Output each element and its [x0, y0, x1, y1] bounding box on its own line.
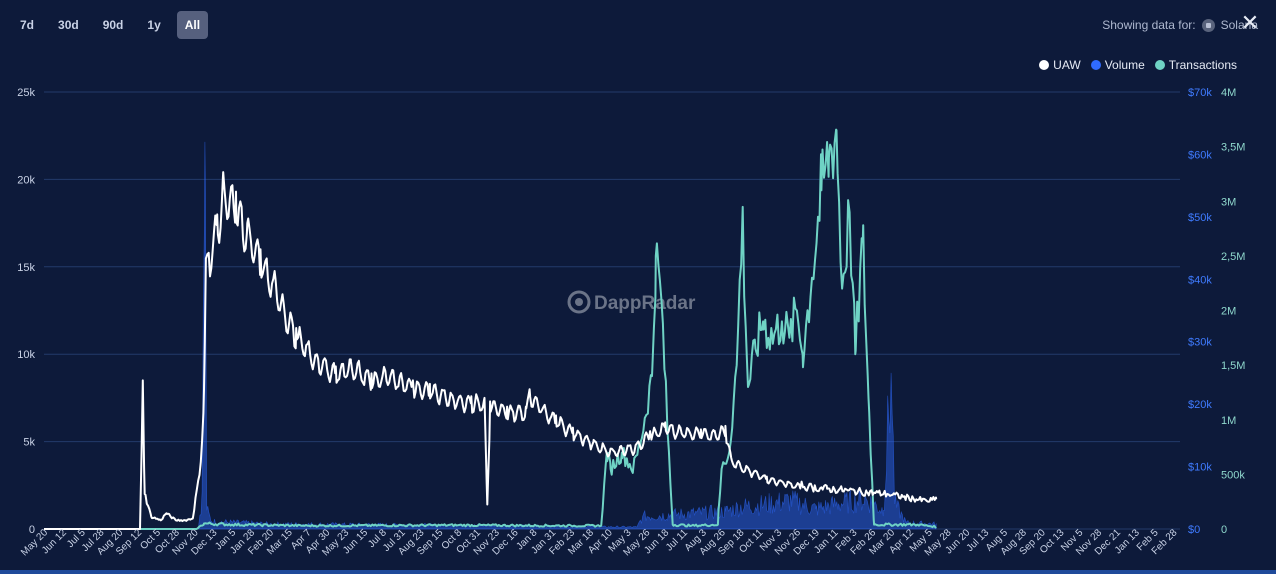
uaw-tick-label: 10k — [17, 349, 35, 361]
uaw-series — [44, 171, 938, 530]
transactions-tick-label: 3M — [1221, 196, 1236, 208]
showing-label: Showing data for: — [1102, 18, 1196, 32]
legend-dot-transactions — [1154, 60, 1165, 70]
bottom-scroll-strip — [0, 570, 1276, 574]
chain-name: Solana — [1220, 18, 1258, 32]
range-all-button[interactable]: All — [176, 11, 209, 39]
dappradar-logo-icon — [567, 290, 591, 314]
legend-dot-uaw — [1039, 60, 1050, 70]
uaw-tick-label: 0 — [29, 524, 35, 536]
legend-label-volume: Volume — [1104, 58, 1145, 72]
range-90d-button[interactable]: 90d — [102, 18, 124, 32]
legend-label-uaw: UAW — [1053, 58, 1081, 72]
volume-tick-label: $50k — [1188, 212, 1212, 224]
solana-chain-icon — [1201, 18, 1215, 32]
transactions-tick-label: 500k — [1221, 469, 1245, 481]
transactions-axis: 0 500k 1M 1,5M 2M 2,5M 3M 3,5M 4M — [1221, 87, 1245, 536]
dappradar-watermark: DappRadar — [567, 290, 696, 314]
volume-tick-label: $30k — [1188, 337, 1212, 349]
dappradar-logo-inner — [575, 298, 583, 306]
range-30d-button[interactable]: 30d — [58, 18, 79, 32]
close-icon[interactable]: ✕ — [1240, 10, 1260, 35]
volume-tick-label: $20k — [1188, 399, 1212, 411]
transactions-tick-label: 2M — [1221, 306, 1236, 318]
transactions-line — [44, 128, 937, 530]
legend-item-volume[interactable]: Volume — [1090, 58, 1145, 72]
transactions-tick-label: 1M — [1221, 415, 1236, 427]
legend-label-transactions: Transactions — [1168, 58, 1237, 72]
watermark-text: DappRadar — [594, 293, 696, 314]
transactions-tick-label: 4M — [1221, 87, 1236, 99]
uaw-tick-label: 15k — [17, 262, 35, 274]
volume-series — [44, 141, 937, 530]
transactions-tick-label: 3,5M — [1221, 142, 1245, 154]
legend-dot-volume — [1090, 60, 1101, 70]
transactions-tick-label: 1,5M — [1221, 360, 1245, 372]
transactions-tick-label: 0 — [1221, 524, 1227, 536]
legend-item-uaw[interactable]: UAW — [1039, 58, 1081, 72]
transactions-tick-label: 2,5M — [1221, 251, 1245, 263]
range-1y-button[interactable]: 1y — [147, 18, 161, 32]
volume-tick-label: $10k — [1188, 462, 1212, 474]
uaw-tick-label: 25k — [17, 87, 35, 99]
volume-tick-label: $40k — [1188, 274, 1212, 286]
volume-tick-label: $0 — [1188, 524, 1200, 536]
uaw-line — [44, 171, 938, 530]
transactions-series — [44, 128, 937, 530]
range-7d-button[interactable]: 7d — [20, 18, 35, 32]
uaw-tick-label: 20k — [17, 174, 35, 186]
volume-area — [44, 141, 937, 530]
uaw-axis: 0 5k 10k 15k 20k 25k — [17, 87, 35, 536]
chain-selector[interactable]: Showing data for: Solana — [1102, 18, 1258, 32]
uaw-tick-label: 5k — [23, 437, 35, 449]
volume-tick-label: $60k — [1188, 149, 1212, 161]
legend-item-transactions[interactable]: Transactions — [1154, 58, 1237, 72]
volume-axis: $0 $10k $20k $30k $40k $50k $60k $70k — [1188, 87, 1212, 536]
date-range-selector: 7d 30d 90d 1y All — [12, 11, 209, 39]
volume-tick-label: $70k — [1188, 87, 1212, 99]
chart-legend: UAW Volume Transactions — [1039, 58, 1237, 72]
